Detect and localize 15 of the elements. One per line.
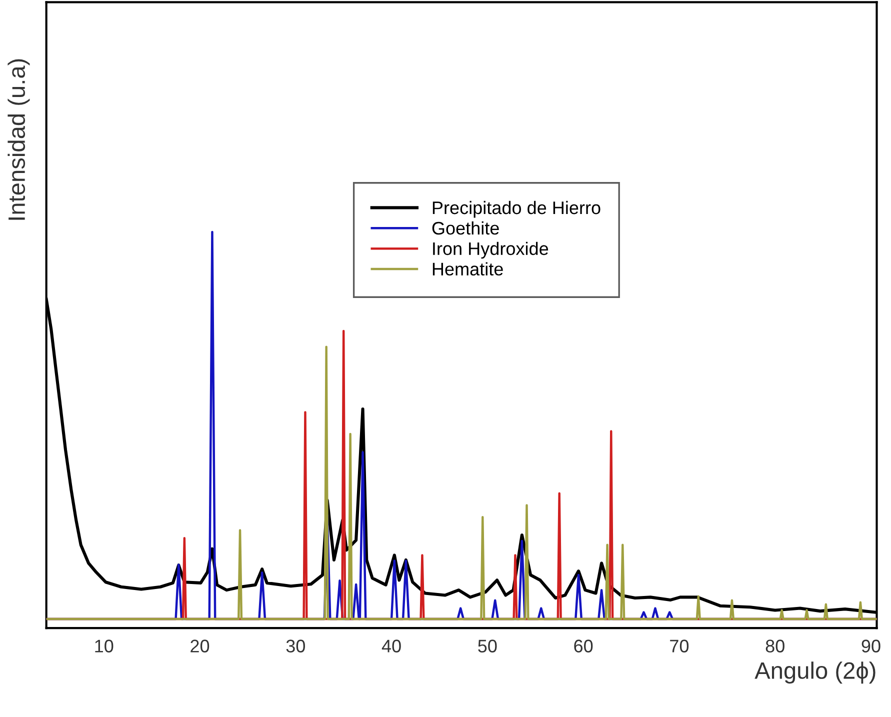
x-axis-title: Angulo (2ϕ) [754, 662, 876, 684]
y-axis-title: Intensidad (u.a) [8, 59, 30, 220]
x-tick-label: 30 [286, 640, 305, 652]
x-tick-label: 90 [862, 640, 880, 652]
x-tick-label: 10 [95, 640, 114, 652]
x-tick-label: 50 [478, 640, 497, 652]
x-tick-label: 20 [190, 640, 210, 652]
x-tick-label: 40 [382, 640, 401, 652]
legend-label: Precipitado de Hierro [432, 200, 600, 218]
legend-label: Goethite [432, 221, 499, 235]
x-tick-label: 80 [766, 640, 784, 652]
legend-label: Iron Hydroxide [433, 242, 548, 259]
x-tick-label: 60 [574, 640, 593, 652]
legend-label: Hematite [432, 262, 503, 276]
x-tick-label: 70 [670, 640, 689, 652]
